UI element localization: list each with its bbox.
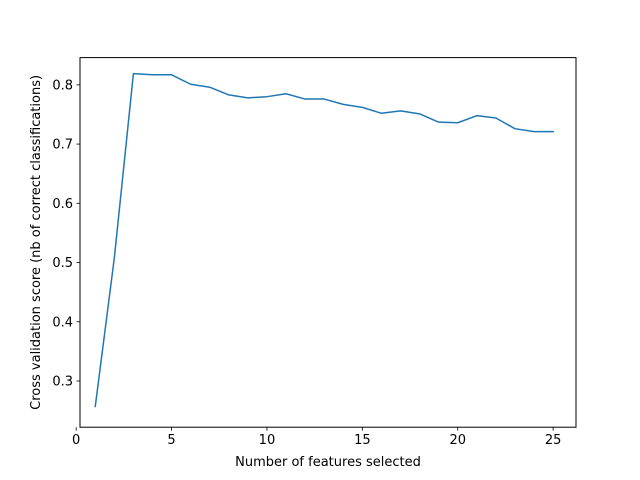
series-line <box>94 72 554 408</box>
y-tick-label: 0.4 <box>52 315 73 330</box>
axes-frame <box>79 57 577 428</box>
x-tick-label: 0 <box>72 433 80 448</box>
x-tick-label: 5 <box>167 433 175 448</box>
y-tick-label: 0.6 <box>52 197 73 212</box>
series-layer <box>94 72 554 408</box>
x-tick-label: 10 <box>259 433 276 448</box>
x-axis-ticks: 0 5 10 15 20 25 <box>72 427 561 448</box>
y-axis-label: Cross validation score (nb of correct cl… <box>29 75 44 410</box>
y-tick-label: 0.5 <box>52 256 73 271</box>
x-tick-label: 25 <box>545 433 562 448</box>
y-axis-ticks: 0.3 0.4 0.5 0.6 0.7 0.8 <box>52 78 80 390</box>
y-tick-label: 0.7 <box>52 138 73 153</box>
x-axis-label: Number of features selected <box>235 455 421 470</box>
x-tick-label: 20 <box>449 433 466 448</box>
y-tick-label: 0.8 <box>52 78 73 93</box>
y-tick-label: 0.3 <box>52 375 73 390</box>
x-tick-label: 15 <box>354 433 371 448</box>
plot-area: 0 5 10 15 20 25 0.3 0.4 0.5 0.6 0.7 0.8 <box>52 57 577 448</box>
